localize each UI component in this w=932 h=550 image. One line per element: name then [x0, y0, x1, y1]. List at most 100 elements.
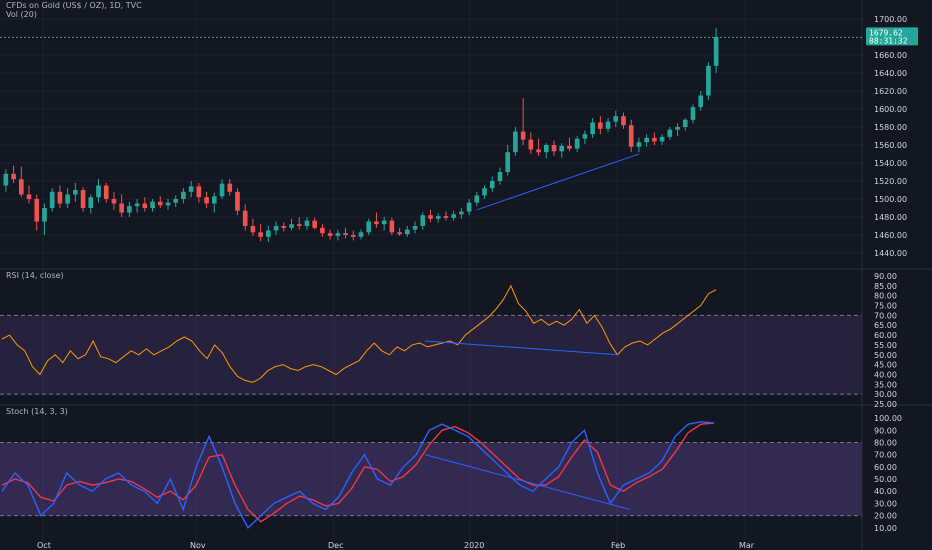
candle [412, 221, 418, 234]
plot-area[interactable] [0, 0, 862, 550]
candle [559, 143, 565, 158]
candle-body [428, 215, 433, 219]
candle [165, 199, 171, 210]
candle [266, 226, 271, 243]
rsi-trendline[interactable] [424, 340, 619, 356]
candle [157, 196, 163, 208]
rsi-tick: 45.00 [874, 361, 897, 370]
candle [188, 181, 194, 198]
candle-body [466, 202, 472, 212]
candle-body [582, 134, 588, 139]
candle [443, 211, 449, 221]
candle-body [49, 191, 55, 208]
candle-body [574, 138, 580, 149]
candle [428, 209, 433, 223]
rsi-tick: 50.00 [874, 351, 897, 360]
rsi-pane-title[interactable]: RSI (14, close) [6, 271, 64, 280]
candle [358, 229, 364, 240]
candle [281, 222, 287, 232]
candle-body [165, 202, 171, 206]
price-tick: 1640.00 [874, 69, 907, 78]
candle-body [435, 216, 441, 219]
candle [598, 116, 603, 135]
candle-body [250, 226, 256, 233]
candle-body [389, 220, 395, 233]
candle-body [119, 203, 124, 213]
candle [204, 191, 209, 208]
main-pane-title[interactable]: CFDs on Gold (US$ / OZ), 1D, TVC [6, 1, 142, 10]
rsi-band [0, 315, 862, 395]
candle-body [559, 145, 565, 152]
rsi-line [1, 284, 717, 383]
candle [706, 62, 711, 100]
candle-body [34, 199, 40, 222]
candle [350, 230, 356, 241]
candle [142, 197, 148, 212]
candle-body [405, 229, 410, 235]
candle [420, 212, 426, 230]
rsi-tick: 70.00 [874, 311, 897, 320]
rsi-tick: 60.00 [874, 331, 897, 340]
candle-body [698, 95, 704, 108]
candle-body [142, 203, 148, 208]
candle [574, 136, 580, 153]
candle-body [644, 137, 649, 143]
candle-body [652, 137, 657, 142]
candle-body [482, 188, 487, 196]
candle [513, 127, 518, 156]
candle-body [513, 131, 518, 153]
candle-body [682, 119, 688, 127]
stoch-trendline[interactable] [424, 454, 631, 511]
candle-body [88, 197, 94, 208]
candle [327, 229, 333, 240]
candle-body [598, 122, 603, 129]
candle [150, 199, 155, 212]
candle-body [157, 201, 163, 206]
stoch-k-line [1, 421, 715, 529]
candle [644, 134, 649, 147]
stoch-tick: 100.00 [874, 414, 902, 423]
stoch-tick: 10.00 [874, 524, 897, 533]
candle-body [111, 199, 117, 204]
stoch-pane-title[interactable]: Stoch (14, 3, 3) [6, 407, 68, 416]
candle [320, 224, 325, 237]
price-tick: 1620.00 [874, 87, 907, 96]
candle [335, 229, 341, 241]
candle [250, 218, 256, 236]
candle-body [181, 191, 186, 199]
candle-body [443, 216, 449, 218]
price-tick: 1700.00 [874, 15, 907, 24]
candle [11, 165, 16, 183]
candle-body [505, 152, 511, 172]
price-axis[interactable] [862, 0, 932, 550]
candle-body [374, 221, 379, 225]
candle [273, 221, 279, 235]
volume-label[interactable]: Vol (20) [6, 10, 37, 19]
candle-body [551, 145, 557, 152]
candle [73, 182, 78, 202]
time-tick: Dec [328, 541, 343, 550]
stoch-tick: 30.00 [874, 499, 897, 508]
candle-body [320, 227, 325, 234]
time-tick: Mar [739, 541, 755, 550]
candle-body [350, 235, 356, 237]
candle [374, 212, 379, 228]
candle-body [420, 215, 426, 226]
candle-body [304, 220, 310, 226]
price-trendline[interactable] [476, 153, 640, 211]
candle [659, 134, 665, 145]
candle [698, 91, 704, 111]
candle-body [196, 186, 202, 198]
candle [343, 227, 348, 239]
candle [227, 179, 233, 196]
candle [605, 118, 611, 133]
candle-body [3, 173, 9, 186]
candle [57, 185, 63, 208]
candle-body [235, 191, 240, 211]
candle [304, 217, 310, 230]
candle [451, 210, 456, 221]
last-price-tag [866, 27, 918, 46]
trendline-layer[interactable] [476, 153, 640, 211]
candle [235, 188, 240, 216]
